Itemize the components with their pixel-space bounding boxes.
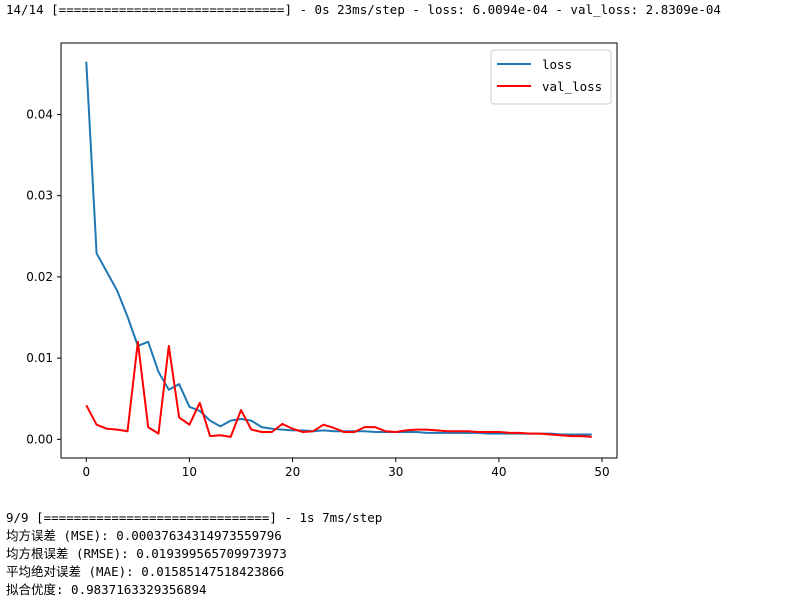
- loss-chart: 0 10 20 30 40 50 0.00 0.01 0.02 0.03 0.04 loss val_…: [26, 42, 618, 479]
- legend-label-val_loss: val_loss: [542, 79, 602, 94]
- y-tick-label: 0.02: [26, 270, 53, 284]
- x-tick-label: 10: [182, 465, 197, 479]
- series-lines: [85, 61, 592, 438]
- y-tick-label: 0.01: [26, 351, 53, 365]
- eval-progress-line: 9/9 [==============================] - 1…: [6, 510, 383, 525]
- x-tick-label: 20: [285, 465, 300, 479]
- r2-line: 拟合优度: 0.9837163329356894: [6, 582, 207, 597]
- mae-line: 平均绝对误差 (MAE): 0.01585147518423866: [6, 564, 285, 579]
- rmse-line: 均方根误差 (RMSE): 0.019399565709973973: [6, 546, 287, 561]
- val_loss-line: [85, 340, 592, 438]
- legend: loss val_loss: [490, 49, 612, 105]
- x-tick-label: 50: [594, 465, 609, 479]
- mse-line: 均方误差 (MSE): 0.00037634314973559796: [6, 528, 282, 543]
- x-tick-label: 40: [491, 465, 506, 479]
- y-tick-label: 0.00: [26, 432, 53, 446]
- training-log-line: 14/14 [==============================] -…: [6, 2, 721, 17]
- y-tick-label: 0.04: [26, 107, 53, 121]
- plot-area: [60, 42, 618, 459]
- loss-line: [85, 61, 592, 436]
- legend-label-loss: loss: [542, 57, 572, 72]
- y-tick-label: 0.03: [26, 189, 53, 203]
- x-tick-label: 0: [82, 465, 90, 479]
- x-tick-label: 30: [388, 465, 403, 479]
- axes-ticks: 0 10 20 30 40 50 0.00 0.01 0.02 0.03 0.04: [26, 107, 609, 479]
